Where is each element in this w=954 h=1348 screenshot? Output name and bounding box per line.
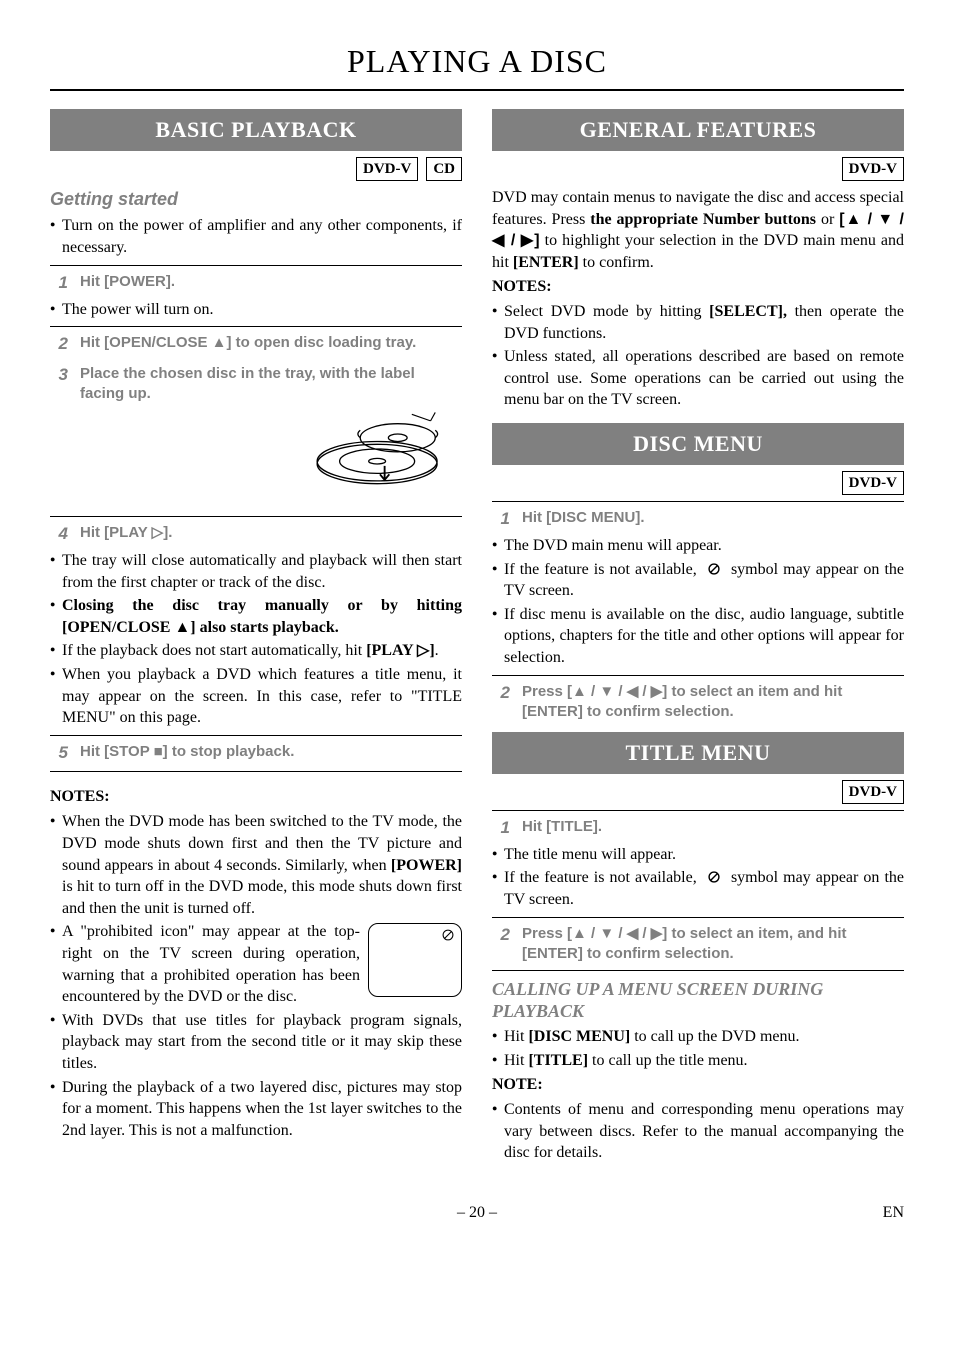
after4-2: If the playback does not start automatic… bbox=[50, 640, 462, 662]
step-text: Hit [TITLE]. bbox=[522, 817, 904, 837]
step-num: 4 bbox=[50, 523, 68, 546]
title-step-1: 1 Hit [TITLE]. bbox=[492, 817, 904, 840]
step-text: Place the chosen disc in the tray, with … bbox=[80, 364, 462, 405]
step-num: 1 bbox=[50, 272, 68, 295]
general-notes-heading: NOTES: bbox=[492, 276, 904, 298]
badge-dvdv: DVD-V bbox=[842, 471, 904, 495]
gen-note-0: Select DVD mode by hitting [SELECT], the… bbox=[492, 301, 904, 344]
badge-row: DVD-V CD bbox=[50, 157, 462, 181]
step-5: 5 Hit [STOP ■] to stop playback. bbox=[50, 742, 462, 765]
badge-dvdv: DVD-V bbox=[842, 157, 904, 181]
step-num: 1 bbox=[492, 817, 510, 840]
prohibited-box bbox=[368, 923, 462, 997]
title-after-0: The title menu will appear. bbox=[492, 844, 904, 866]
badge-dvdv: DVD-V bbox=[842, 780, 904, 804]
title-menu-heading: TITLE MENU bbox=[492, 732, 904, 774]
after4-1: Closing the disc tray manually or by hit… bbox=[50, 595, 462, 638]
gs-bullet: Turn on the power of amplifier and any o… bbox=[50, 215, 462, 258]
step-text: Press [▲ / ▼ / ◀ / ▶] to select an item … bbox=[522, 682, 904, 723]
badge-row: DVD-V bbox=[492, 780, 904, 804]
disc-after-2: If disc menu is available on the disc, a… bbox=[492, 604, 904, 669]
calling-b2: Hit [TITLE] to call up the title menu. bbox=[492, 1050, 904, 1072]
step-text: Press [▲ / ▼ / ◀ / ▶] to select an item,… bbox=[522, 924, 904, 965]
page-title: PLAYING A DISC bbox=[50, 40, 904, 83]
after4-3: When you playback a DVD which features a… bbox=[50, 664, 462, 729]
badge-dvdv: DVD-V bbox=[356, 157, 418, 181]
page-number: – 20 – bbox=[90, 1202, 864, 1224]
getting-started-heading: Getting started bbox=[50, 187, 462, 211]
general-features-heading: GENERAL FEATURES bbox=[492, 109, 904, 151]
step-4: 4 Hit [PLAY ▷]. bbox=[50, 523, 462, 546]
step-num: 2 bbox=[492, 682, 510, 705]
badge-row: DVD-V bbox=[492, 471, 904, 495]
calling-up-heading: CALLING UP A MENU SCREEN DURING PLAYBACK bbox=[492, 979, 904, 1022]
step-num: 2 bbox=[492, 924, 510, 947]
note-0: When the DVD mode has been switched to t… bbox=[50, 811, 462, 919]
step-num: 5 bbox=[50, 742, 68, 765]
two-column-layout: BASIC PLAYBACK DVD-V CD Getting started … bbox=[50, 109, 904, 1166]
right-column: GENERAL FEATURES DVD-V DVD may contain m… bbox=[492, 109, 904, 1166]
basic-playback-heading: BASIC PLAYBACK bbox=[50, 109, 462, 151]
step-text: Hit [PLAY ▷]. bbox=[80, 523, 462, 543]
page-footer: – 20 – EN bbox=[50, 1202, 904, 1224]
step-num: 3 bbox=[50, 364, 68, 387]
after-step1: The power will turn on. bbox=[50, 299, 462, 321]
disc-after-1: If the feature is not available, symbol … bbox=[492, 559, 904, 602]
step-text: Hit [OPEN/CLOSE ▲] to open disc loading … bbox=[80, 333, 462, 353]
step-1: 1 Hit [POWER]. bbox=[50, 272, 462, 295]
title-rule bbox=[50, 89, 904, 91]
notes-heading: NOTES: bbox=[50, 786, 462, 808]
note-1: A "prohibited icon" may appear at the to… bbox=[50, 921, 462, 1007]
note-2: With DVDs that use titles for playback p… bbox=[50, 1010, 462, 1075]
badge-row: DVD-V bbox=[492, 157, 904, 181]
disc-step-1: 1 Hit [DISC MENU]. bbox=[492, 508, 904, 531]
step-text: Hit [STOP ■] to stop playback. bbox=[80, 742, 462, 762]
calling-note-heading: NOTE: bbox=[492, 1074, 904, 1096]
title-after-1: If the feature is not available, symbol … bbox=[492, 867, 904, 910]
gen-note-1: Unless stated, all operations described … bbox=[492, 346, 904, 411]
step-text: Hit [DISC MENU]. bbox=[522, 508, 904, 528]
disc-after-0: The DVD main menu will appear. bbox=[492, 535, 904, 557]
prohibited-icon bbox=[707, 870, 721, 884]
disc-tray-illustration bbox=[50, 409, 454, 511]
prohibited-icon bbox=[707, 562, 721, 576]
step-2: 2 Hit [OPEN/CLOSE ▲] to open disc loadin… bbox=[50, 333, 462, 356]
note-3: During the playback of a two layered dis… bbox=[50, 1077, 462, 1142]
disc-step-2: 2 Press [▲ / ▼ / ◀ / ▶] to select an ite… bbox=[492, 682, 904, 723]
title-step-2: 2 Press [▲ / ▼ / ◀ / ▶] to select an ite… bbox=[492, 924, 904, 965]
left-column: BASIC PLAYBACK DVD-V CD Getting started … bbox=[50, 109, 462, 1166]
page-lang: EN bbox=[864, 1202, 904, 1224]
disc-menu-heading: DISC MENU bbox=[492, 423, 904, 465]
general-paragraph: DVD may contain menus to navigate the di… bbox=[492, 187, 904, 273]
calling-b1: Hit [DISC MENU] to call up the DVD menu. bbox=[492, 1026, 904, 1048]
badge-cd: CD bbox=[426, 157, 462, 181]
after4-0: The tray will close automatically and pl… bbox=[50, 550, 462, 593]
prohibited-icon bbox=[441, 928, 455, 942]
calling-note: Contents of menu and corresponding menu … bbox=[492, 1099, 904, 1164]
step-num: 1 bbox=[492, 508, 510, 531]
step-num: 2 bbox=[50, 333, 68, 356]
step-text: Hit [POWER]. bbox=[80, 272, 462, 292]
step-3: 3 Place the chosen disc in the tray, wit… bbox=[50, 364, 462, 405]
